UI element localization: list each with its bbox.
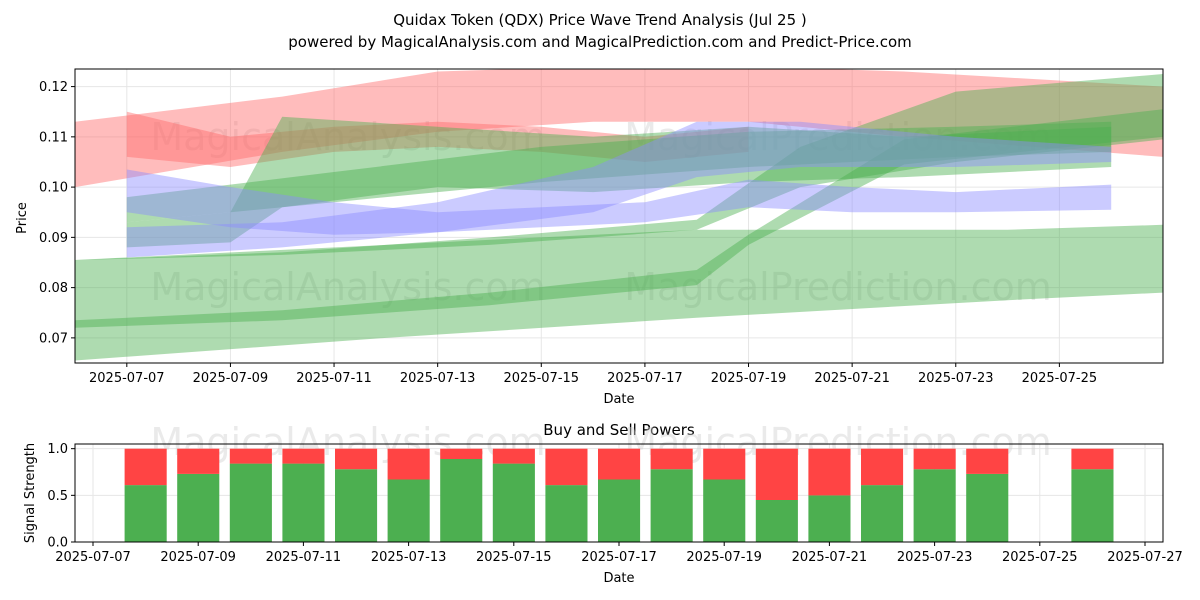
x-tick-label: 2025-07-15: [504, 371, 580, 386]
buy-power-bar: [650, 469, 693, 542]
buy-power-bar: [492, 463, 535, 542]
buy-power-bar: [387, 479, 430, 542]
y-tick-label: 0.5: [47, 489, 68, 504]
lower-x-axis-label: Date: [603, 571, 634, 586]
buy-power-bar: [913, 469, 956, 542]
buy-power-bar: [598, 479, 641, 542]
sell-power-bar: [492, 448, 535, 464]
y-tick-label: 0.0: [47, 536, 68, 551]
buy-power-bar: [545, 485, 588, 542]
sell-power-bar: [808, 448, 851, 496]
buy-power-bar: [335, 469, 378, 542]
x-tick-label: 2025-07-19: [686, 550, 762, 565]
sell-power-bar: [387, 448, 430, 480]
power-plot: MagicalAnalysis.com MagicalPrediction.com…: [47, 420, 1182, 565]
y-tick-label: 0.08: [39, 281, 68, 296]
y-tick-label: 0.09: [39, 231, 68, 246]
sell-power-bar: [229, 448, 272, 464]
x-tick-label: 2025-07-23: [897, 550, 973, 565]
sell-power-bar: [650, 448, 693, 470]
y-tick-label: 1.0: [47, 442, 68, 457]
sell-power-bar: [598, 448, 641, 480]
price-plot: MagicalAnalysis.com MagicalPrediction.com…: [39, 68, 1164, 386]
x-tick-label: 2025-07-09: [193, 371, 269, 386]
sell-power-bar: [1071, 448, 1114, 470]
upper-plot-frame: [74, 68, 1164, 364]
y-tick-label: 0.10: [39, 181, 68, 196]
sell-power-bar: [755, 448, 798, 500]
buy-power-bar: [861, 485, 904, 542]
x-tick-label: 2025-07-19: [711, 371, 787, 386]
green-wave-band: [75, 74, 1163, 260]
y-tick-label: 0.12: [39, 80, 68, 95]
x-tick-label: 2025-07-17: [581, 550, 657, 565]
price-bands: [75, 69, 1163, 361]
red-wave-band: [75, 69, 1163, 188]
upper-y-axis-label: Price: [15, 202, 30, 234]
green-wave-band: [75, 109, 1163, 328]
chart-subtitle: powered by MagicalAnalysis.com and Magic…: [288, 33, 912, 51]
buy-power-bar: [808, 495, 851, 542]
x-tick-label: 2025-07-21: [814, 371, 890, 386]
buy-power-bar: [755, 500, 798, 542]
watermark-text: MagicalPrediction.com: [624, 265, 1052, 309]
x-tick-label: 2025-07-17: [607, 371, 683, 386]
buy-power-bar: [703, 479, 746, 542]
x-tick-label: 2025-07-07: [55, 550, 131, 565]
buy-power-bar: [124, 485, 167, 542]
y-tick-label: 0.11: [39, 130, 68, 145]
x-tick-label: 2025-07-25: [1022, 371, 1098, 386]
y-tick-label: 0.07: [39, 331, 68, 346]
sell-power-bar: [335, 448, 378, 470]
buy-power-bar: [440, 458, 483, 542]
sell-power-bar: [282, 448, 325, 464]
x-tick-label: 2025-07-25: [1002, 550, 1078, 565]
sell-power-bar: [440, 448, 483, 459]
upper-x-axis-label: Date: [603, 392, 634, 407]
sell-power-bar: [124, 448, 167, 486]
x-tick-label: 2025-07-11: [296, 371, 372, 386]
sell-power-bar: [913, 448, 956, 470]
buy-power-bar: [177, 473, 220, 542]
x-tick-label: 2025-07-23: [918, 371, 994, 386]
x-tick-label: 2025-07-27: [1107, 550, 1183, 565]
watermark-text: MagicalPrediction.com: [624, 115, 1052, 159]
sell-power-bar: [861, 448, 904, 486]
x-tick-label: 2025-07-13: [371, 550, 447, 565]
sell-power-bar: [966, 448, 1009, 474]
green-wave-band: [126, 121, 1112, 223]
buy-power-bar: [229, 463, 272, 542]
blue-wave-band: [126, 169, 1112, 235]
lower-y-axis-label: Signal Strength: [23, 443, 38, 543]
sell-power-bar: [703, 448, 746, 480]
watermark-text: MagicalAnalysis.com: [150, 115, 545, 159]
x-tick-label: 2025-07-07: [89, 371, 165, 386]
x-tick-label: 2025-07-13: [400, 371, 476, 386]
green-wave-band: [126, 116, 1112, 248]
buy-power-bar: [282, 463, 325, 542]
buy-power-bar: [966, 473, 1009, 542]
blue-wave-band: [126, 121, 1112, 258]
buy-power-bar: [1071, 469, 1114, 542]
sell-power-bar: [177, 448, 220, 474]
x-tick-label: 2025-07-09: [160, 550, 236, 565]
sell-power-bar: [545, 448, 588, 486]
lower-chart-title: Buy and Sell Powers: [543, 421, 695, 439]
x-tick-label: 2025-07-15: [476, 550, 552, 565]
x-tick-label: 2025-07-11: [266, 550, 342, 565]
red-wave-band: [126, 111, 749, 167]
chart-title: Quidax Token (QDX) Price Wave Trend Anal…: [393, 11, 807, 29]
watermark-text: MagicalAnalysis.com: [150, 265, 545, 309]
x-tick-label: 2025-07-21: [792, 550, 868, 565]
green-wave-band: [75, 224, 1163, 361]
